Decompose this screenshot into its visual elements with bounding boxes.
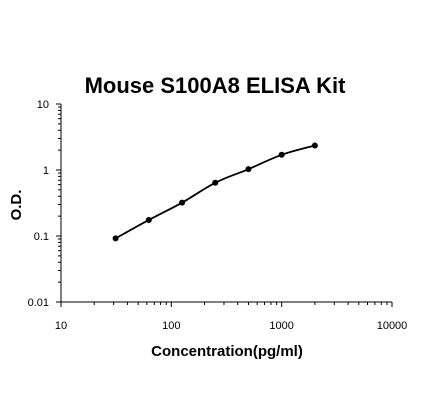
- x-tick-label: 10: [55, 320, 67, 332]
- data-point: [212, 179, 219, 186]
- fit-curve-layer: [115, 144, 316, 240]
- y-axis-label: O.D.: [8, 190, 25, 221]
- chart-title: Mouse S100A8 ELISA Kit: [85, 73, 346, 98]
- x-tick-label: 100: [162, 320, 180, 332]
- data-point: [311, 142, 318, 149]
- x-tick-label: 1000: [269, 320, 293, 332]
- y-tick-label: 10: [37, 99, 49, 111]
- x-axis-label: Concentration(pg/ml): [151, 343, 303, 360]
- data-point: [179, 199, 186, 206]
- data-point: [245, 166, 252, 173]
- data-point: [278, 151, 285, 158]
- fit-curve: [115, 144, 316, 240]
- data-points-layer: [112, 142, 318, 242]
- plot-axes: 10 100 1000 10000 0.01 0.1 1 10: [28, 99, 408, 332]
- y-tick-label: 1: [43, 165, 49, 177]
- y-tick-label: 0.1: [34, 231, 49, 243]
- x-tick-label: 10000: [377, 320, 408, 332]
- y-tick-label: 0.01: [28, 297, 49, 309]
- data-point: [112, 235, 119, 242]
- data-point: [145, 216, 152, 223]
